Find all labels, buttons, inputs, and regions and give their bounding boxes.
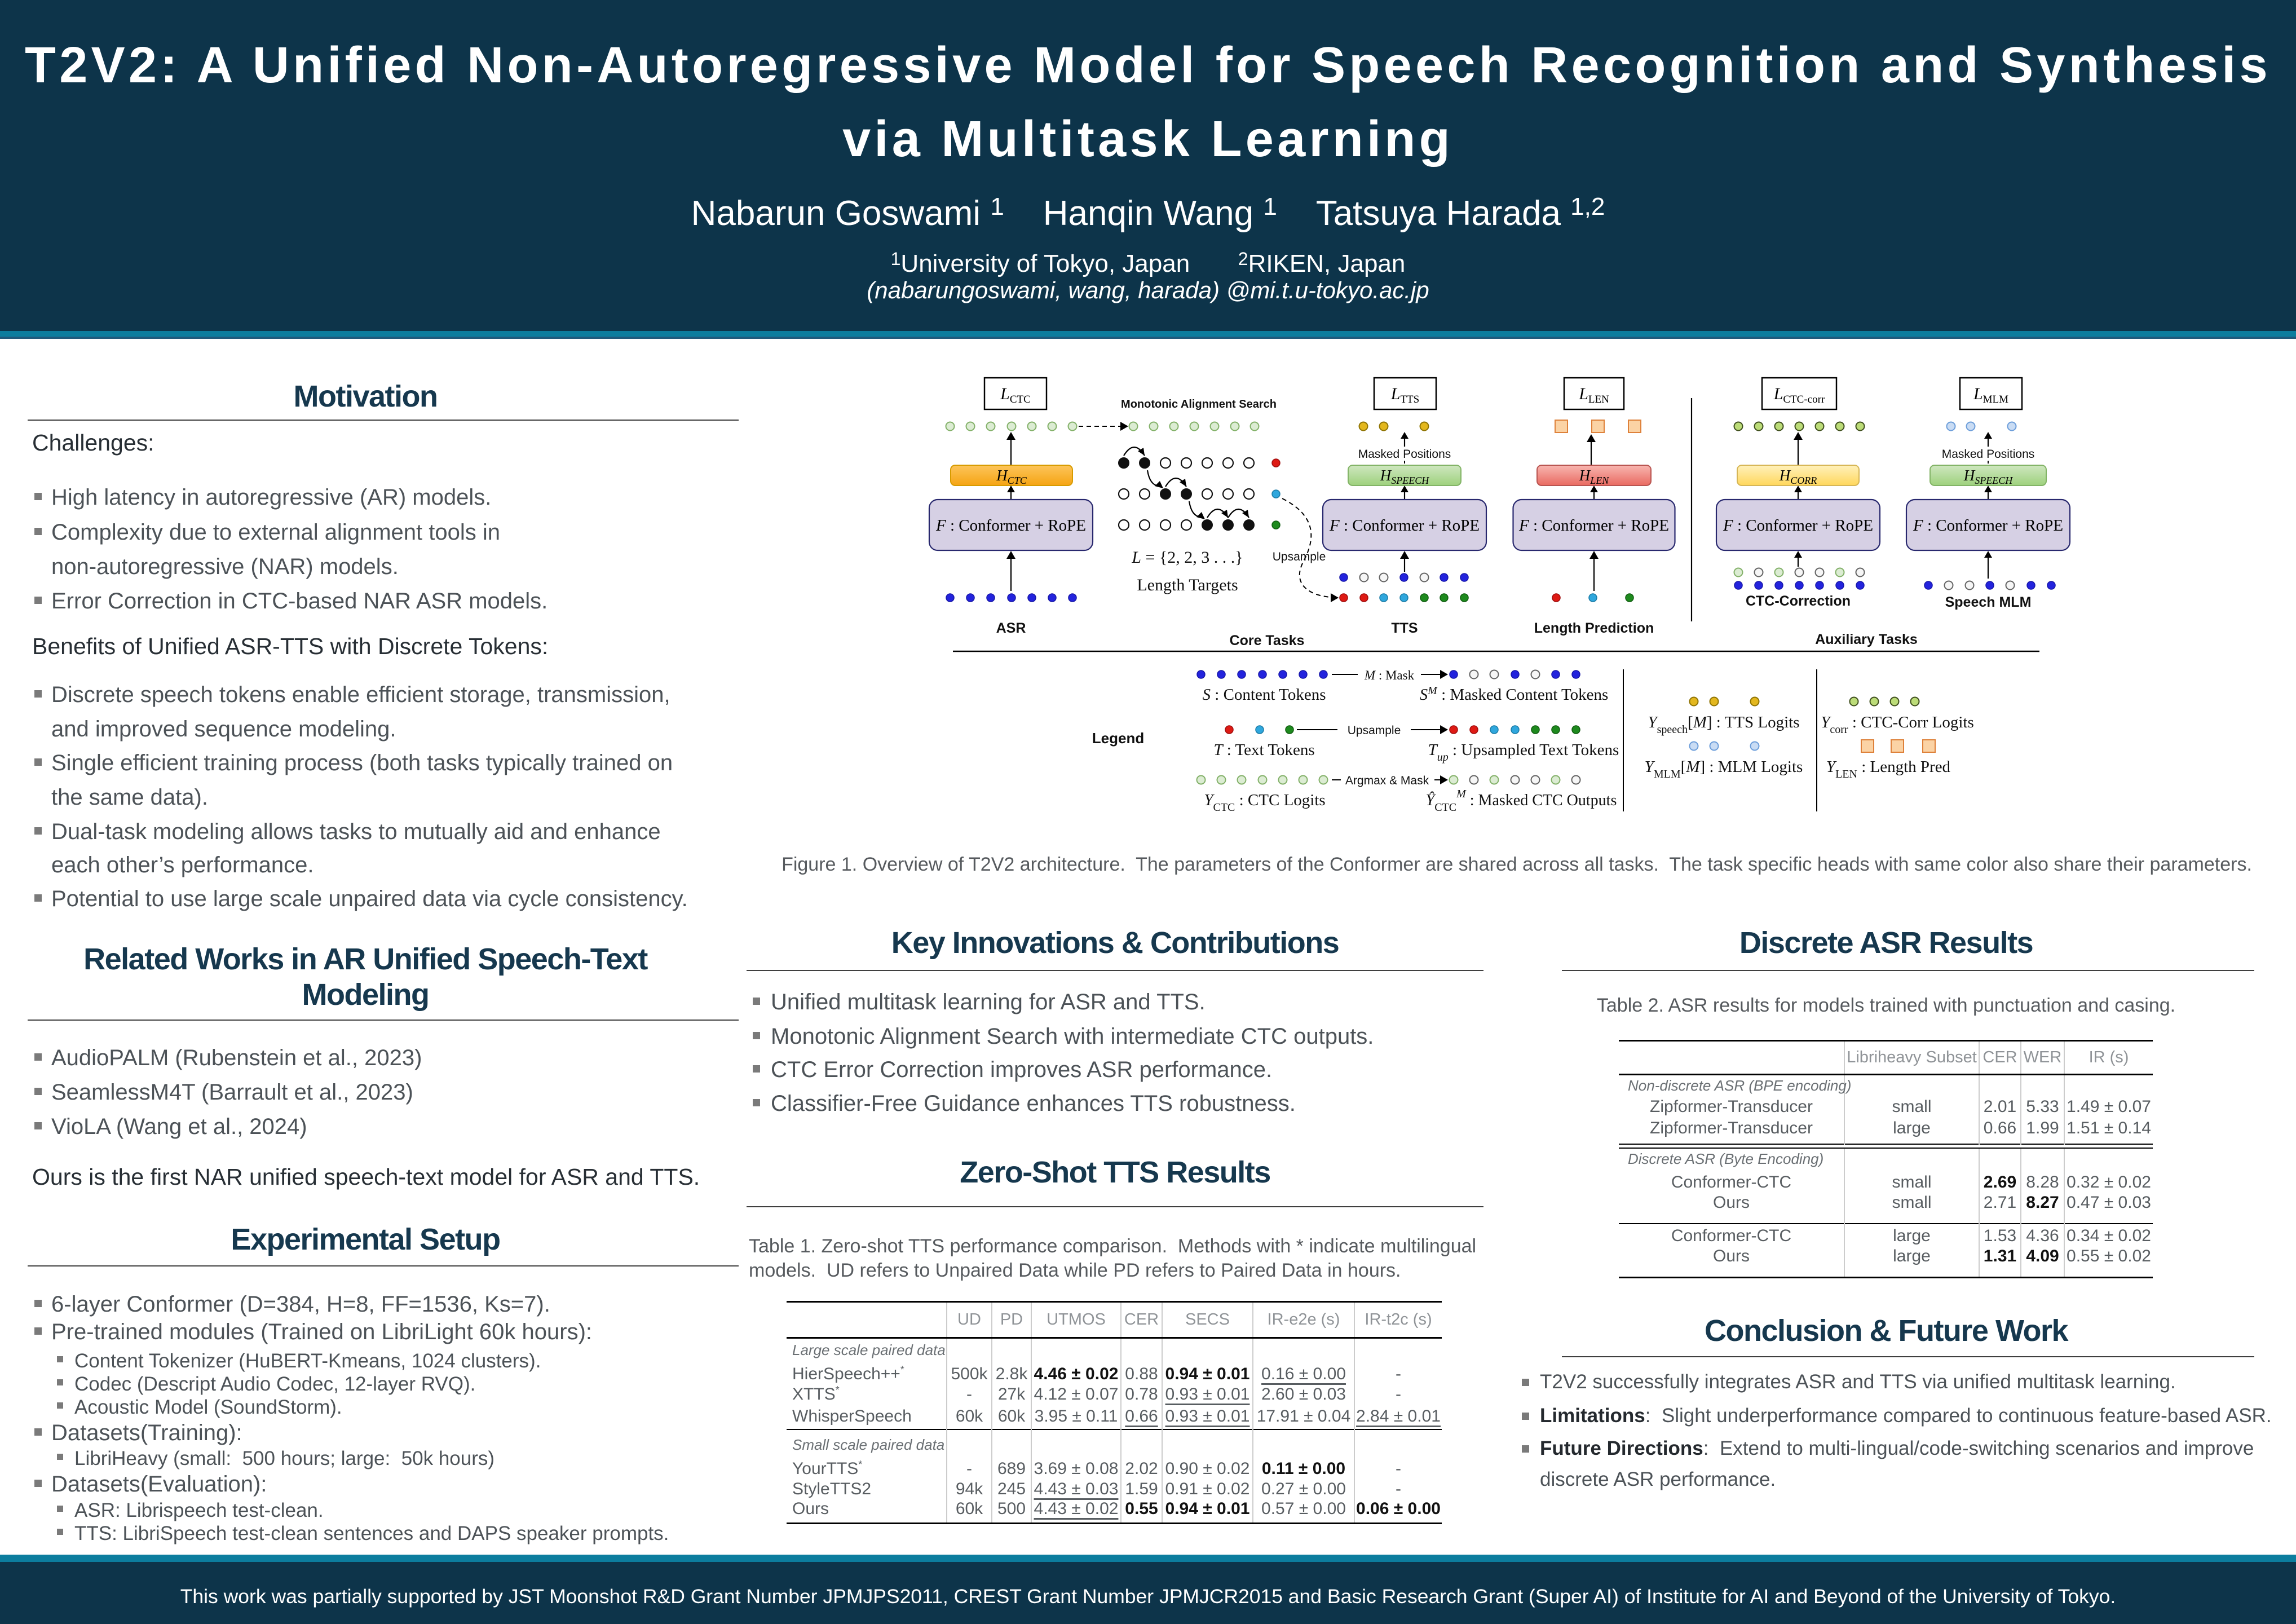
svg-text:SM : Masked Content Tokens: SM : Masked Content Tokens: [1420, 685, 1609, 704]
svg-text:Tup : Upsampled Text Tokens: Tup : Upsampled Text Tokens: [1428, 741, 1619, 764]
svg-text:HSPEECH: HSPEECH: [1380, 467, 1429, 486]
svg-text:Auxiliary Tasks: Auxiliary Tasks: [1815, 632, 1918, 647]
svg-text:ŶCTCM : Masked CTC Outputs: ŶCTCM : Masked CTC Outputs: [1426, 788, 1617, 814]
svg-text:HSPEECH: HSPEECH: [1963, 467, 2013, 486]
svg-text:LLEN: LLEN: [1578, 385, 1609, 405]
svg-text:HCTC: HCTC: [996, 467, 1027, 486]
svg-text:Upsample: Upsample: [1348, 724, 1401, 737]
svg-text:F : Conformer + RoPE: F : Conformer + RoPE: [935, 517, 1086, 535]
svg-text:Core Tasks: Core Tasks: [1230, 633, 1305, 648]
svg-text:F : Conformer + RoPE: F : Conformer + RoPE: [1518, 517, 1669, 535]
svg-text:F : Conformer + RoPE: F : Conformer + RoPE: [1913, 517, 2063, 535]
svg-text:M : Mask: M : Mask: [1364, 668, 1415, 682]
svg-text:S : Content Tokens: S : Content Tokens: [1203, 686, 1326, 704]
svg-text:YMLM[M] : MLM Logits: YMLM[M] : MLM Logits: [1645, 758, 1803, 780]
svg-text:Masked Positions: Masked Positions: [1358, 448, 1451, 461]
svg-text:TTS: TTS: [1391, 620, 1418, 636]
svg-text:Speech MLM: Speech MLM: [1945, 594, 2032, 610]
svg-text:F : Conformer + RoPE: F : Conformer + RoPE: [1723, 517, 1873, 535]
svg-text:Ycorr : CTC-Corr Logits: Ycorr : CTC-Corr Logits: [1821, 713, 1973, 736]
svg-text:CTC-Correction: CTC-Correction: [1746, 593, 1851, 609]
svg-text:Length Prediction: Length Prediction: [1534, 620, 1654, 636]
svg-text:Argmax & Mask: Argmax & Mask: [1345, 774, 1429, 787]
svg-text:LMLM: LMLM: [1973, 385, 2008, 405]
svg-text:LCTC: LCTC: [1000, 385, 1031, 405]
svg-text:Legend: Legend: [1092, 730, 1144, 747]
svg-text:F : Conformer + RoPE: F : Conformer + RoPE: [1329, 517, 1480, 535]
svg-text:Masked Positions: Masked Positions: [1942, 448, 2035, 461]
svg-text:Upsample: Upsample: [1273, 550, 1326, 563]
svg-text:ASR: ASR: [996, 620, 1026, 636]
svg-text:T : Text Tokens: T : Text Tokens: [1213, 741, 1314, 759]
svg-text:L = {2, 2, 3 . . .}: L = {2, 2, 3 . . .}: [1131, 548, 1243, 567]
svg-text:YLEN : Length Pred: YLEN : Length Pred: [1826, 758, 1951, 780]
svg-text:Monotonic Alignment Search: Monotonic Alignment Search: [1121, 398, 1277, 411]
svg-text:HLEN: HLEN: [1579, 467, 1610, 486]
svg-text:Yspeech[M] : TTS Logits: Yspeech[M] : TTS Logits: [1648, 713, 1799, 736]
svg-text:LCTC-corr: LCTC-corr: [1773, 385, 1825, 405]
svg-text:YCTC : CTC Logits: YCTC : CTC Logits: [1204, 791, 1325, 814]
svg-text:HCORR: HCORR: [1779, 467, 1817, 486]
svg-text:Length Targets: Length Targets: [1137, 576, 1238, 594]
svg-text:LTTS: LTTS: [1390, 385, 1419, 405]
